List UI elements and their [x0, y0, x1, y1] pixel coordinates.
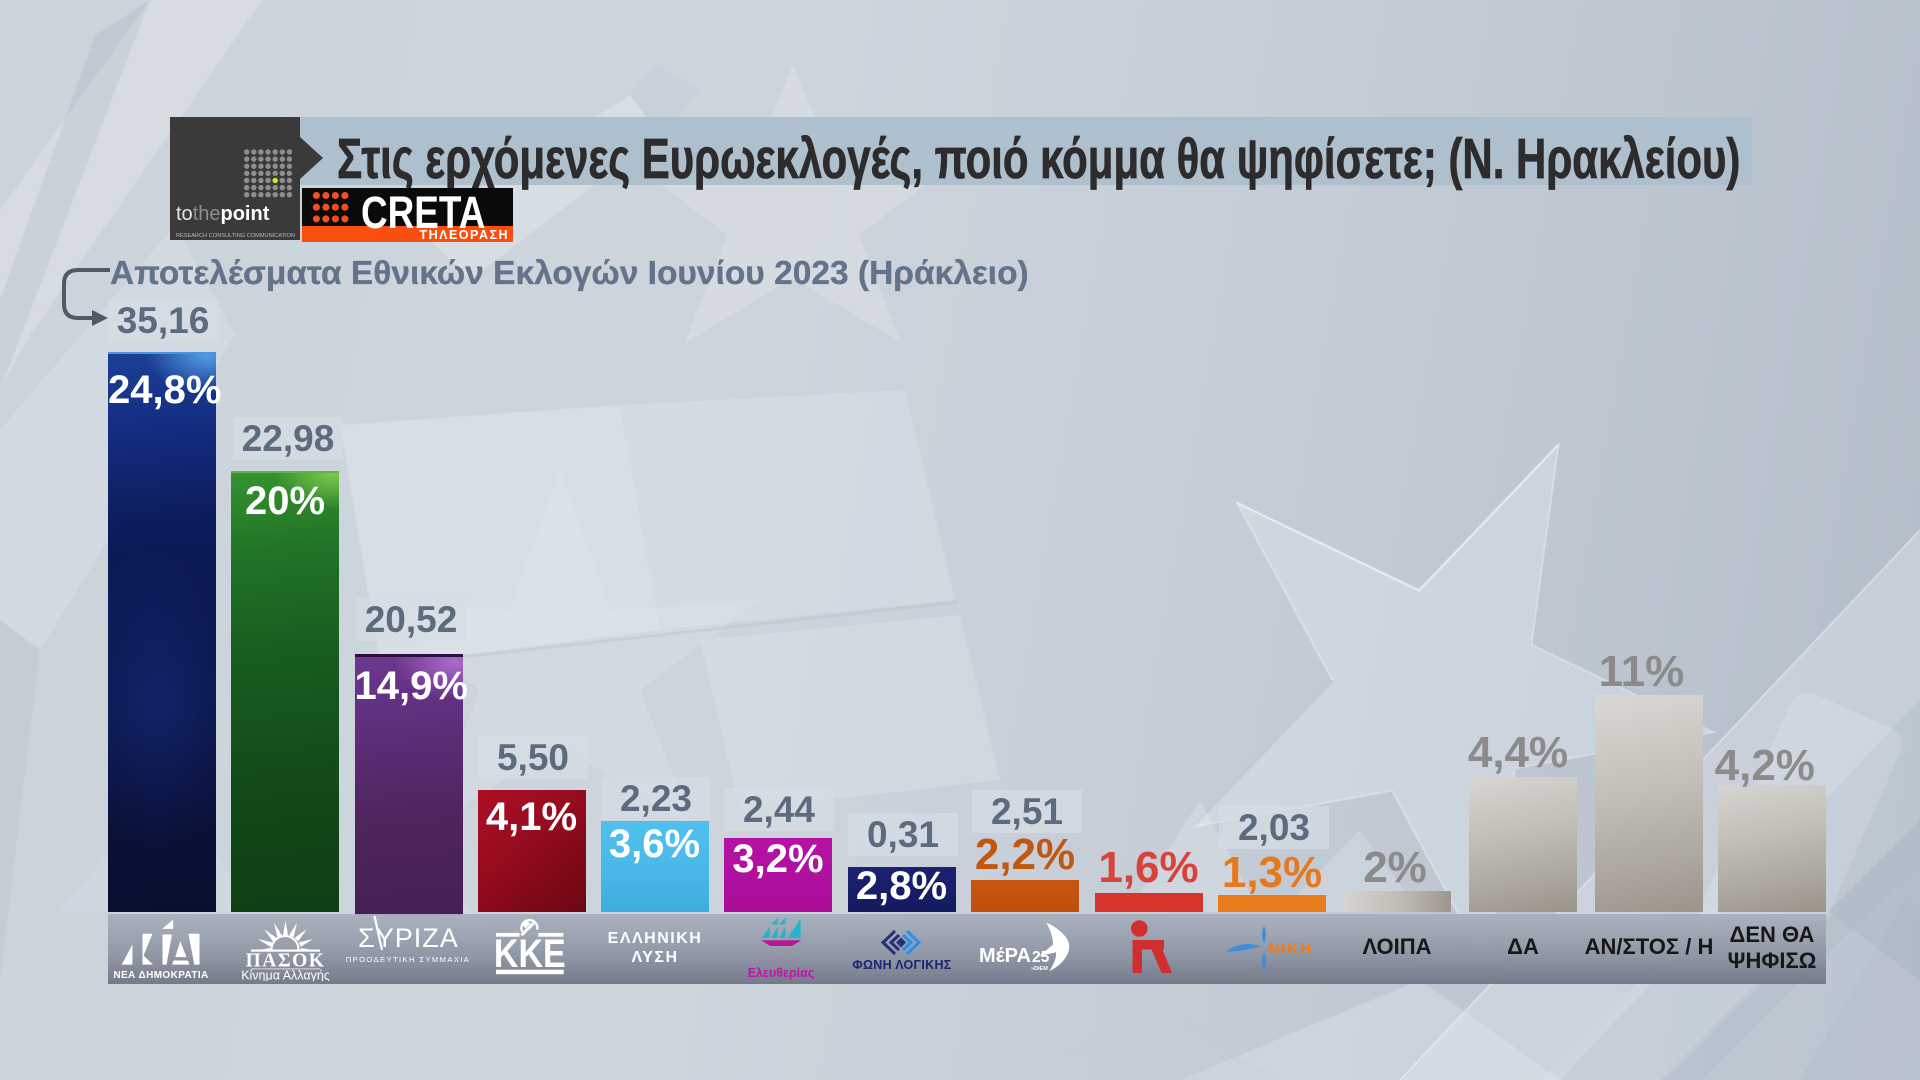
- svg-text:tothepoint: tothepoint: [176, 203, 270, 225]
- svg-text:ΠΑΣΟΚ: ΠΑΣΟΚ: [246, 951, 326, 972]
- svg-text:Πλεύση: Πλεύση: [762, 956, 801, 968]
- svg-text:ΜέΡΑ: ΜέΡΑ: [979, 945, 1031, 967]
- svg-text:ΝΕΑ ΔΗΜΟΚΡΑΤΙΑ: ΝΕΑ ΔΗΜΟΚΡΑΤΙΑ: [113, 970, 208, 980]
- svg-text:Κίνημα Αλλαγής: Κίνημα Αλλαγής: [241, 969, 330, 982]
- svg-text:ΝΙΚΗ: ΝΙΚΗ: [1268, 941, 1313, 958]
- svg-text:ΦΩΝΗ ΛΟΓΙΚΗΣ: ΦΩΝΗ ΛΟΓΙΚΗΣ: [852, 958, 951, 972]
- svg-text:RESEARCH CONSULTING COMMUNIC: RESEARCH CONSULTING COMMUNICATION: [176, 233, 295, 239]
- svg-text:ΠΡΟΟΔΕΥΤΙΚΗ ΣΥΜΜΑΧΙΑ: ΠΡΟΟΔΕΥΤΙΚΗ ΣΥΜΜΑΧΙΑ: [346, 955, 470, 964]
- svg-text:ΣΥΡΙΖΑ: ΣΥΡΙΖΑ: [358, 923, 459, 953]
- svg-text:Ελευθερίας: Ελευθερίας: [748, 966, 815, 980]
- svg-text:ΚΚΕ: ΚΚΕ: [494, 930, 566, 975]
- svg-text:»DiEM: »DiEM: [1031, 966, 1048, 972]
